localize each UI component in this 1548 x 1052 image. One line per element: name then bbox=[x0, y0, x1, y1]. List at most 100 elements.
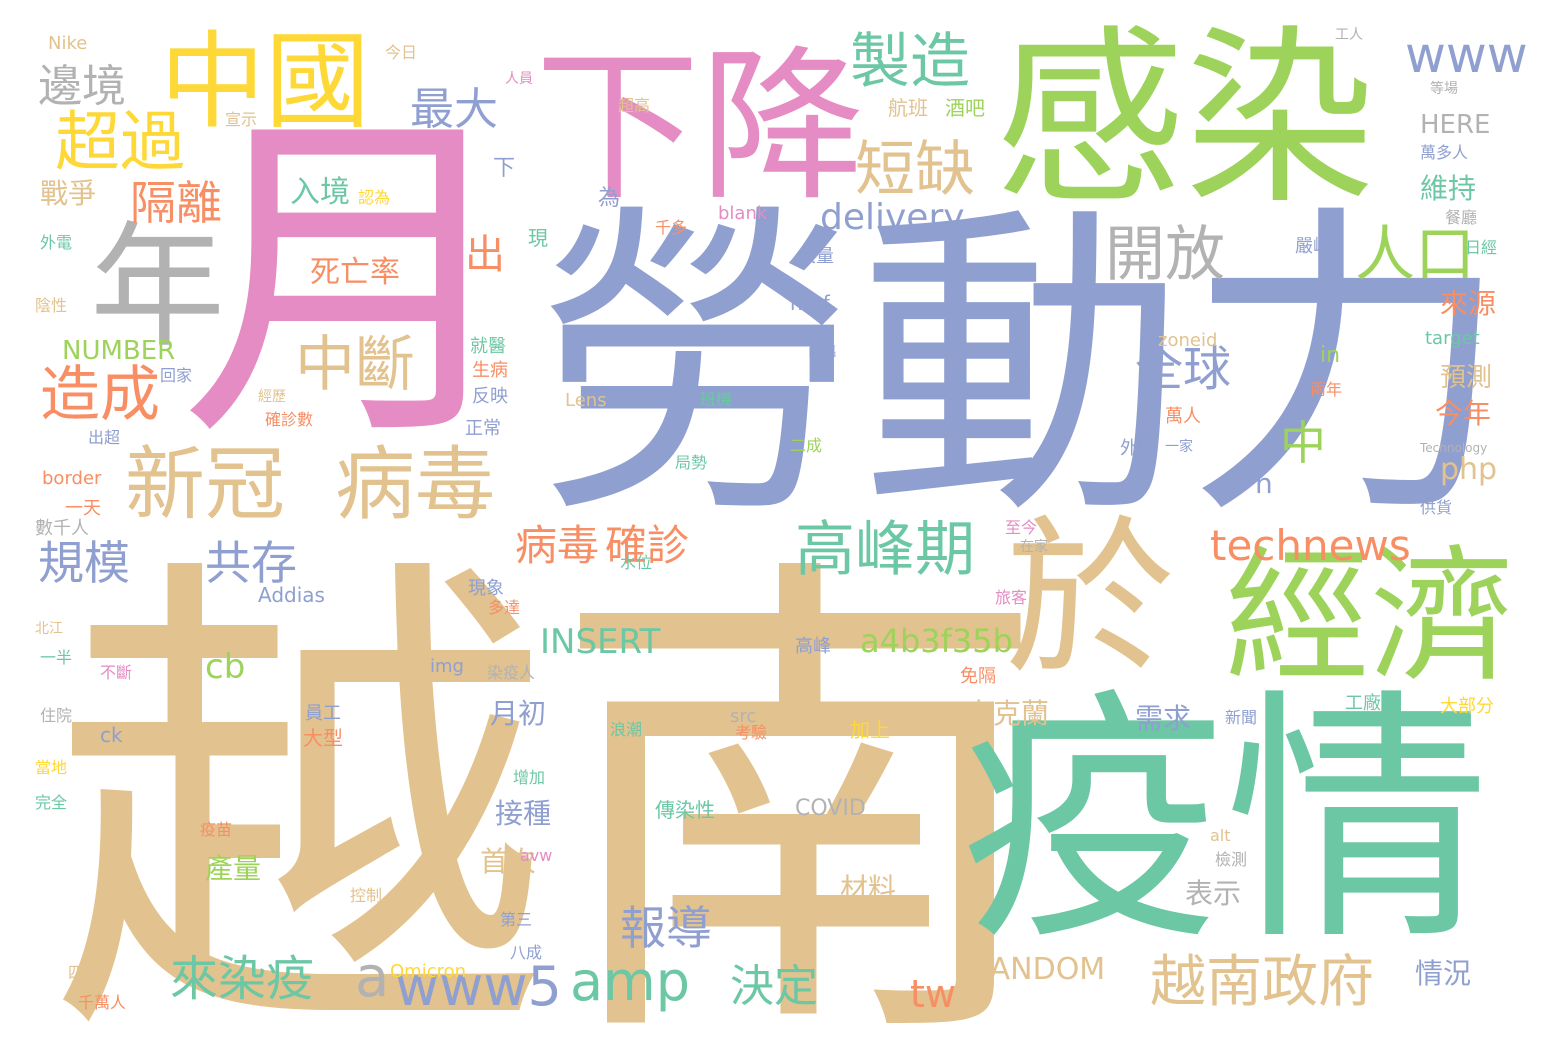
word: 在家 bbox=[1020, 539, 1048, 555]
word: 經濟 bbox=[1225, 533, 1515, 702]
word: 日經 bbox=[1465, 238, 1498, 257]
word: n bbox=[1255, 467, 1273, 500]
word: 今日 bbox=[385, 43, 418, 62]
word: 考驗 bbox=[735, 723, 768, 742]
word: 反映 bbox=[472, 386, 508, 407]
word: 就醫 bbox=[470, 336, 506, 357]
word: amp bbox=[570, 950, 690, 1013]
word: 北江 bbox=[35, 621, 63, 637]
word: 千萬人 bbox=[78, 993, 127, 1012]
word: 最大 bbox=[410, 84, 498, 135]
word: 工廠 bbox=[1345, 693, 1381, 714]
word: 酒吧 bbox=[945, 96, 985, 120]
word: 新冠 bbox=[125, 438, 285, 531]
word: 生病 bbox=[472, 360, 508, 381]
word: 回家 bbox=[160, 366, 193, 385]
word: 人員 bbox=[505, 71, 533, 87]
word: www5 bbox=[395, 955, 562, 1018]
word: 八成 bbox=[510, 943, 543, 962]
word: 經歷 bbox=[258, 389, 286, 405]
word: 預測 bbox=[1440, 363, 1493, 393]
word: 面臨 bbox=[808, 344, 836, 360]
word: php bbox=[1440, 452, 1498, 487]
word: in bbox=[1320, 343, 1341, 368]
word: 材料 bbox=[840, 872, 897, 905]
word: Nike bbox=[48, 33, 88, 54]
word: 數千人 bbox=[35, 518, 89, 539]
word: 新聞 bbox=[1225, 708, 1258, 727]
word: 至今 bbox=[1005, 518, 1038, 537]
word: 不斷 bbox=[100, 663, 133, 682]
word: 控制 bbox=[350, 886, 383, 905]
word: alt bbox=[1210, 826, 1231, 845]
word: 外電 bbox=[40, 233, 73, 252]
word: 大部分 bbox=[1440, 696, 1494, 717]
word: 表示 bbox=[1185, 877, 1242, 910]
word: delivery bbox=[820, 197, 965, 238]
word: 疫情 bbox=[960, 668, 1490, 976]
word: www bbox=[1405, 26, 1528, 84]
word: a4b3f35b bbox=[860, 622, 1013, 660]
word: a bbox=[355, 945, 390, 1010]
word: 現 bbox=[528, 226, 548, 250]
word: 大型 bbox=[303, 726, 343, 750]
word: 多達 bbox=[488, 598, 521, 617]
word: 疫苗 bbox=[200, 820, 233, 839]
word: cb bbox=[205, 647, 246, 687]
word: 為 bbox=[598, 186, 621, 211]
word: 烏克蘭 bbox=[965, 697, 1050, 730]
word: Addias bbox=[258, 583, 325, 607]
word: 旅客 bbox=[995, 588, 1028, 607]
word: 認為 bbox=[358, 188, 391, 207]
word: 首次 bbox=[480, 845, 537, 878]
word: 於 bbox=[1005, 501, 1176, 699]
word: 免隔 bbox=[960, 666, 996, 687]
word: Lens bbox=[565, 390, 607, 411]
word: 千多 bbox=[655, 218, 688, 237]
word: 高峰 bbox=[795, 636, 831, 657]
word: NUMBER bbox=[62, 336, 176, 366]
word: ck bbox=[100, 723, 123, 747]
word: 來染疫 bbox=[170, 951, 315, 1007]
word: 月 bbox=[180, 82, 525, 483]
word: 等場 bbox=[1430, 81, 1458, 97]
word: 正常 bbox=[465, 418, 501, 439]
word: 航班 bbox=[888, 96, 928, 120]
word: 加上 bbox=[850, 718, 890, 742]
word: 染疫人 bbox=[487, 663, 536, 682]
word: 四次 bbox=[68, 963, 101, 982]
word: 萬人 bbox=[1165, 406, 1201, 427]
word: 月初 bbox=[490, 697, 547, 730]
word: 感染 bbox=[995, 9, 1376, 230]
word: 死亡率 bbox=[310, 255, 400, 290]
word: 餐廳 bbox=[1445, 208, 1478, 227]
word: 高峰期 bbox=[795, 515, 975, 585]
word: technews bbox=[1210, 521, 1411, 570]
word: 產量 bbox=[205, 852, 262, 885]
word: 一半 bbox=[40, 648, 73, 667]
word: blank bbox=[718, 203, 768, 224]
word: INSERT bbox=[540, 622, 661, 662]
word: 第三 bbox=[500, 910, 533, 929]
word: 傳染性 bbox=[655, 798, 715, 822]
word: img bbox=[430, 656, 464, 677]
word: 隔離 bbox=[130, 176, 222, 230]
word: 確診 bbox=[605, 521, 690, 570]
word: 需求 bbox=[1135, 702, 1192, 735]
word: 下 bbox=[493, 156, 516, 181]
word: 戰爭 bbox=[40, 177, 97, 210]
word: 製造 bbox=[850, 27, 970, 97]
word: 開放 bbox=[1105, 220, 1225, 290]
word: 病毒 bbox=[335, 438, 495, 531]
word: 住院 bbox=[40, 706, 73, 725]
word: 班機 bbox=[700, 390, 733, 409]
word: Technology bbox=[1420, 441, 1488, 455]
word: 確診數 bbox=[265, 410, 314, 429]
word: zoneid bbox=[1158, 330, 1218, 351]
word: 中 bbox=[1280, 416, 1326, 470]
word: 超過 bbox=[55, 105, 186, 180]
word: 一天 bbox=[65, 498, 101, 519]
word: 一家 bbox=[1165, 439, 1193, 455]
word: RANDOM bbox=[970, 952, 1106, 987]
word: 供貨 bbox=[1420, 498, 1453, 517]
